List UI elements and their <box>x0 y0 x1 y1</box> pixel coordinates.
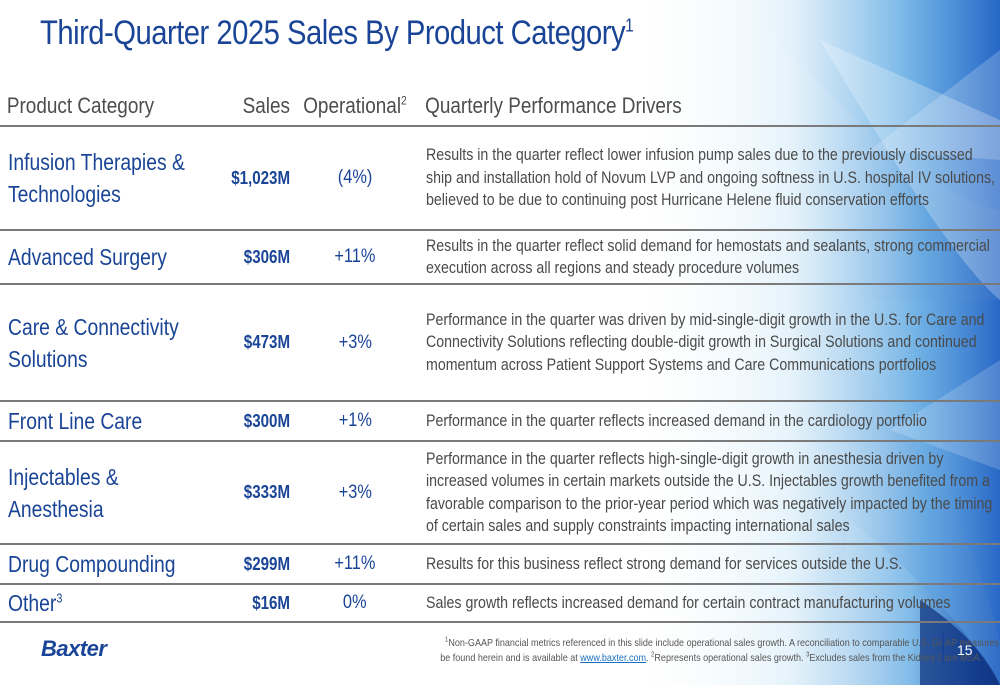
column-header-category: Product Category <box>6 92 155 118</box>
operational-growth: +11% <box>334 246 376 267</box>
operational-growth: +3% <box>338 481 372 503</box>
column-header-drivers: Quarterly Performance Drivers <box>425 92 682 118</box>
performance-driver-text: Results for this business reflect strong… <box>426 554 903 573</box>
sales-value: $333M <box>243 482 290 502</box>
table-row: Other3 $16M 0% Sales growth reflects inc… <box>0 585 1000 623</box>
page-title-text: Third-Quarter 2025 Sales By Product Cate… <box>40 14 626 52</box>
table-header-row: Product Category Sales Operational2 Quar… <box>0 86 1000 127</box>
sales-value: $1,023M <box>231 167 290 188</box>
table-row: Advanced Surgery $306M +11% Results in t… <box>0 231 1000 285</box>
table-row: Care & Connectivity Solutions $473M +3% P… <box>0 285 1000 402</box>
performance-driver-text: Performance in the quarter was driven by… <box>426 310 985 374</box>
footnote-line-2: be found herein and is available at www.… <box>440 651 983 665</box>
category-name: Front Line Care <box>8 408 143 434</box>
other-footnote-ref: 3 <box>56 590 63 606</box>
footer-divider <box>942 633 944 665</box>
table-row: Drug Compounding $299M +11% Results for … <box>0 545 1000 585</box>
performance-driver-text: Performance in the quarter reflects high… <box>426 449 993 536</box>
table-row: Front Line Care $300M +1% Performance in… <box>0 402 1000 442</box>
table-row: Injectables & Anesthesia $333M +3% Perfor… <box>0 442 1000 545</box>
footnotes: 1Non-GAAP financial metrics referenced i… <box>352 636 1000 666</box>
category-name: Infusion Therapies & Technologies <box>8 149 185 207</box>
category-name: Care & Connectivity Solutions <box>8 313 179 372</box>
sales-value: $299M <box>243 553 290 574</box>
operational-growth: (4%) <box>337 167 373 188</box>
operational-growth: +1% <box>338 410 372 431</box>
operational-growth: +3% <box>338 331 372 353</box>
decorative-background-art <box>620 0 1000 685</box>
category-name: Other3 <box>8 590 63 616</box>
sales-value: $306M <box>243 246 290 267</box>
column-header-sales: Sales <box>242 92 290 118</box>
sales-value: $300M <box>243 410 290 431</box>
title-footnote-ref: 1 <box>625 15 634 36</box>
column-header-operational-text: Operational <box>303 92 402 118</box>
baxter-logo: Baxter <box>41 636 107 661</box>
page-title: Third-Quarter 2025 Sales By Product Cate… <box>40 14 634 53</box>
sales-table: Product Category Sales Operational2 Quar… <box>0 86 1000 623</box>
performance-driver-text: Results in the quarter reflect lower inf… <box>426 146 996 210</box>
performance-driver-text: Performance in the quarter reflects incr… <box>426 411 927 430</box>
footnote-line-1: 1Non-GAAP financial metrics referenced i… <box>444 636 1000 650</box>
operational-footnote-ref: 2 <box>401 93 407 108</box>
category-name: Injectables & Anesthesia <box>8 463 119 522</box>
performance-driver-text: Sales growth reflects increased demand f… <box>426 593 951 612</box>
operational-growth: 0% <box>343 592 367 613</box>
column-header-operational: Operational2 <box>299 93 411 119</box>
table-row: Infusion Therapies & Technologies $1,023M… <box>0 127 1000 231</box>
performance-driver-text: Results in the quarter reflect solid dem… <box>426 236 990 278</box>
baxter-website-link[interactable]: www.baxter.com <box>580 652 647 664</box>
sales-value: $473M <box>243 332 290 352</box>
sales-value: $16M <box>252 592 290 613</box>
category-name: Drug Compounding <box>8 551 176 577</box>
operational-growth: +11% <box>334 553 376 574</box>
page-number: 15 <box>957 642 973 658</box>
category-name: Advanced Surgery <box>8 244 167 270</box>
